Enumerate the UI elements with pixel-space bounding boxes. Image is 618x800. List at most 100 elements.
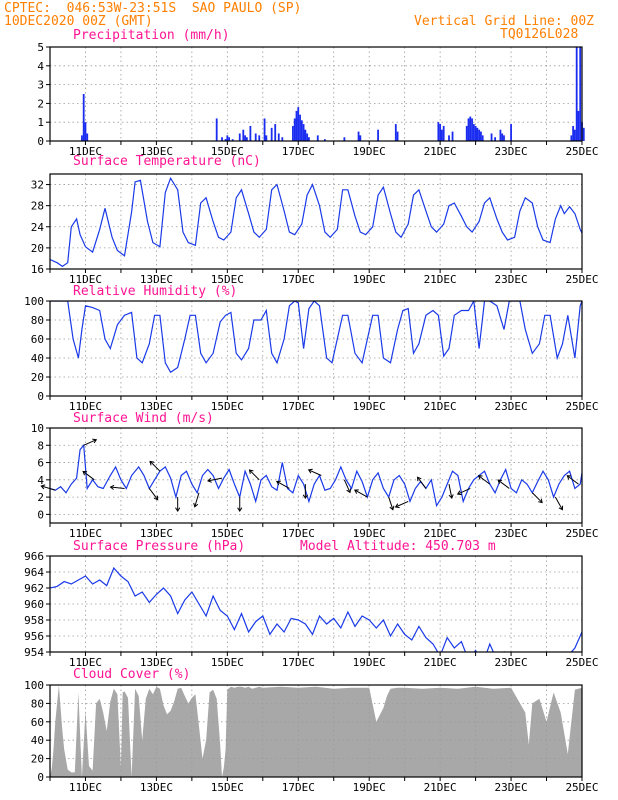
temp-panel: 16 20 24 28 32 11DEC 13DEC 15DEC 17DEC 19DEC 21DEC… [31, 173, 599, 286]
wind-arrowhead [497, 479, 503, 484]
y-tick-label: 0 [37, 135, 44, 148]
wind-arrowhead [40, 484, 46, 490]
precip-bar [439, 124, 442, 141]
wind-frame [49, 427, 583, 524]
wind-arrowhead [82, 470, 88, 476]
wind-title: Surface Wind (m/s) [73, 411, 214, 426]
precip-bar [490, 133, 493, 141]
wind-vector [395, 500, 409, 508]
y-tick-label: 958 [24, 614, 44, 627]
x-tick-label: 17DEC [282, 781, 315, 794]
precip-bar [308, 137, 310, 141]
precip-bar [467, 118, 470, 141]
precip-bar [577, 110, 580, 141]
y-tick-label: 10 [31, 422, 44, 435]
wind-arrowhead [275, 480, 281, 486]
precip-bar [359, 135, 362, 141]
temp-frame [49, 173, 583, 270]
cloud-area [50, 685, 582, 777]
precip-bar [478, 129, 481, 141]
pressure-panel: 954 956 958 960 962 964 966 11DEC 13DEC 15DEC 17DE… [24, 550, 598, 669]
x-tick-label: 21DEC [424, 273, 457, 286]
wind-vector [82, 471, 95, 481]
x-tick-label: 11DEC [69, 527, 102, 540]
wind-arrowhead [193, 502, 199, 508]
precip-bar [357, 131, 360, 141]
y-tick-label: 24 [31, 221, 45, 234]
precip-bar [242, 129, 245, 141]
precip-bar [304, 129, 307, 141]
precip-bar [265, 135, 268, 141]
y-tick-label: 40 [31, 352, 44, 365]
wind-arrowhead [538, 498, 543, 504]
header-station: CPTEC: 046:53W-23:51S SAO PAULO (SP) [4, 1, 302, 16]
y-tick-label: 4 [37, 60, 44, 73]
wind-vector [448, 484, 453, 499]
wind-arrowhead [149, 460, 155, 466]
rh-series-line [50, 301, 582, 374]
x-tick-label: 25DEC [565, 273, 598, 286]
x-tick-label: 15DEC [211, 527, 244, 540]
x-tick-label: 17DEC [282, 273, 315, 286]
precip-bar [437, 122, 440, 141]
precip-bar [394, 124, 397, 141]
y-tick-label: 3 [37, 79, 44, 92]
y-tick-label: 40 [31, 734, 44, 747]
precip-bar [263, 118, 266, 141]
wind-arrowhead [477, 475, 483, 480]
precip-panel: 0 1 2 3 4 5 11DEC 13DEC 15DEC 17DEC 19DEC 21DEC 23DE… [37, 41, 598, 158]
x-tick-label: 21DEC [424, 400, 457, 413]
y-tick-label: 100 [24, 679, 44, 692]
x-tick-label: 11DEC [69, 273, 102, 286]
x-tick-label: 17DEC [282, 145, 315, 158]
model-altitude-label: Model Altitude: 450.703 m [300, 539, 496, 554]
wind-vector [497, 479, 510, 489]
x-tick-label: 25DEC [565, 781, 598, 794]
precip-bar [442, 125, 445, 141]
wind-arrowhead [558, 505, 564, 511]
wind-vector [83, 439, 97, 446]
y-tick-label: 2 [37, 491, 44, 504]
y-tick-label: 5 [37, 41, 44, 54]
x-tick-label: 19DEC [353, 781, 386, 794]
precip-bar [503, 135, 505, 141]
precip-bar [494, 137, 497, 141]
precip-bar [231, 139, 234, 141]
pressure-frame [49, 555, 583, 653]
precip-bar [249, 125, 252, 141]
y-tick-label: 6 [37, 457, 44, 470]
x-tick-label: 13DEC [140, 781, 173, 794]
precip-bar [297, 107, 300, 141]
y-tick-label: 80 [31, 697, 44, 710]
precip-bar [306, 133, 309, 141]
precip-bar [281, 137, 284, 141]
x-tick-label: 21DEC [424, 781, 457, 794]
x-tick-label: 13DEC [140, 145, 173, 158]
precip-bar [480, 131, 482, 141]
y-tick-label: 28 [31, 200, 44, 213]
x-tick-label: 17DEC [282, 400, 315, 413]
precip-bar [277, 133, 280, 141]
wind-arrowhead [353, 489, 359, 494]
wind-arrowhead [456, 490, 462, 496]
wind-vector [531, 492, 543, 503]
wind-vector [388, 496, 394, 510]
precip-bar [293, 118, 296, 141]
x-tick-label: 23DEC [495, 781, 528, 794]
precip-bar [258, 135, 261, 141]
x-tick-label: 23DEC [495, 656, 528, 669]
x-tick-label: 17DEC [282, 527, 315, 540]
precip-bar [292, 125, 294, 141]
x-tick-label: 21DEC [424, 527, 457, 540]
x-tick-label: 25DEC [565, 656, 598, 669]
x-tick-label: 15DEC [211, 656, 244, 669]
x-tick-label: 11DEC [69, 400, 102, 413]
wind-arrowhead [416, 476, 422, 482]
precip-bar [377, 129, 379, 141]
wind-arrowhead [207, 477, 212, 483]
wind-vector [457, 487, 471, 495]
y-tick-label: 0 [37, 771, 44, 784]
wind-vector [207, 477, 223, 482]
x-tick-label: 11DEC [69, 145, 102, 158]
precip-bar [302, 124, 305, 141]
